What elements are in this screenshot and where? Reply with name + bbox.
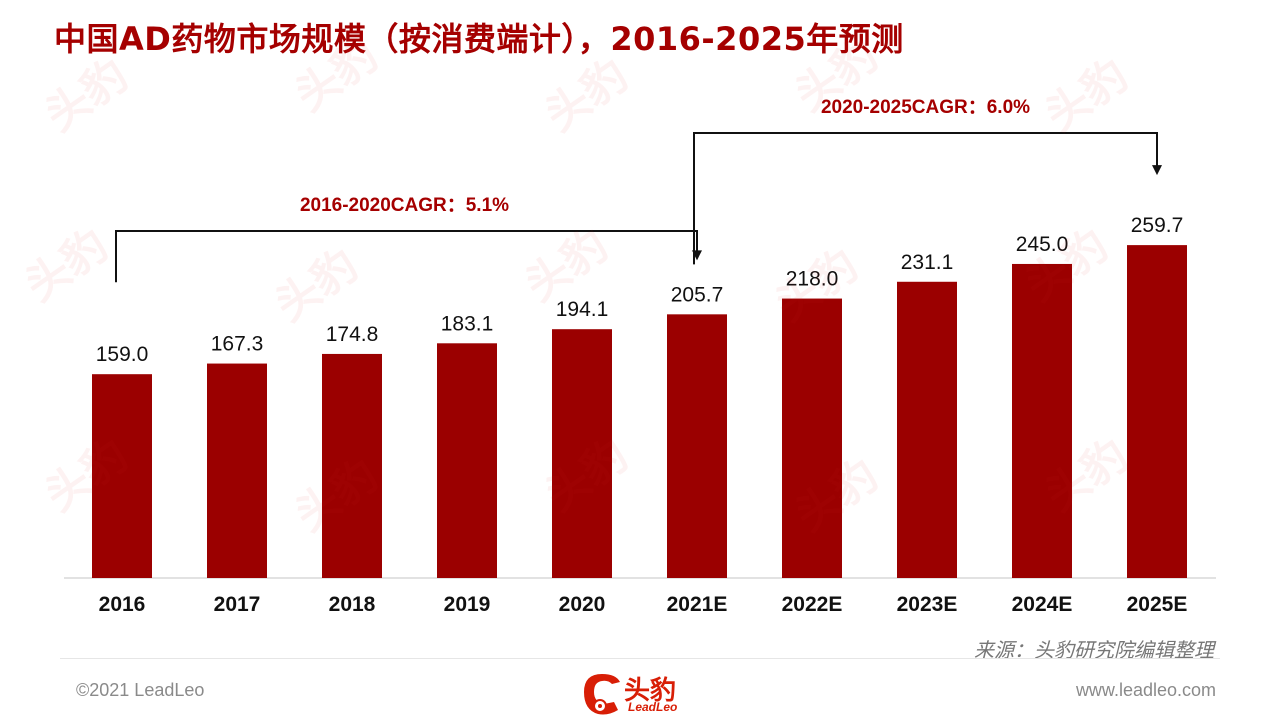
value-label-2019: 183.1 (441, 312, 494, 335)
value-label-2016: 159.0 (96, 343, 149, 366)
cagr-label-1: 2016-2020CAGR：5.1% (300, 195, 509, 216)
logo-text-cn: 头豹 (624, 676, 677, 706)
cagr-label-2: 2020-2025CAGR：6.0% (821, 97, 1030, 118)
bar-2019 (437, 343, 497, 578)
x-tick-2022E: 2022E (782, 593, 843, 616)
bar-2017 (207, 363, 267, 578)
footer-divider (60, 658, 1220, 659)
x-tick-2024E: 2024E (1012, 593, 1073, 616)
leadleo-logo: 头豹 LeadLeo (578, 666, 708, 720)
copyright-text: ©2021 LeadLeo (76, 680, 205, 700)
logo-text-en: LeadLeo (628, 700, 678, 714)
x-tick-group: 2016 2017 2018 2019 2020 2021E 2022E 2023E 2024E… (99, 593, 1188, 616)
bar-2024E (1012, 263, 1072, 578)
x-tick-2025E: 2025E (1127, 593, 1188, 616)
bar-chart: 159.0 167.3 174.8 183.1 194.1 205.7 218.0 231.1… (64, 97, 1216, 616)
value-label-2017: 167.3 (211, 333, 264, 356)
leopard-icon (584, 674, 620, 715)
value-label-2025E: 259.7 (1131, 214, 1184, 237)
value-label-2024E: 245.0 (1016, 233, 1069, 256)
value-label-2021E: 205.7 (671, 283, 724, 306)
bar-2016 (92, 374, 152, 578)
value-label-2020: 194.1 (556, 298, 609, 321)
bar-2020 (552, 329, 612, 578)
x-tick-2023E: 2023E (897, 593, 958, 616)
bar-group (92, 245, 1187, 578)
x-tick-2019: 2019 (444, 593, 491, 616)
cagr-annotation-group: 2016-2020CAGR：5.1% 2020-2025CAGR：6.0% (115, 97, 1162, 283)
bar-2022E (782, 298, 842, 578)
value-label-2023E: 231.1 (901, 251, 954, 274)
value-label-2022E: 218.0 (786, 268, 839, 291)
page-title: 中国AD药物市场规模（按消费端计），2016-2025年预测 (54, 20, 904, 58)
bar-2018 (322, 353, 382, 578)
x-tick-2016: 2016 (99, 593, 146, 616)
cagr-bracket-1 (115, 230, 698, 283)
website-link[interactable]: www.leadleo.com (1075, 680, 1216, 700)
value-label-2018: 174.8 (326, 323, 379, 346)
bar-2023E (897, 281, 957, 578)
bar-2021E (667, 314, 727, 578)
bar-2025E (1127, 245, 1187, 578)
x-tick-2018: 2018 (329, 593, 376, 616)
cagr-bracket-2 (693, 132, 1158, 265)
x-tick-2020: 2020 (559, 593, 606, 616)
value-label-group: 159.0 167.3 174.8 183.1 194.1 205.7 218.0 231.1… (96, 214, 1184, 366)
cagr-arrowhead-2 (1152, 165, 1162, 176)
x-tick-2017: 2017 (214, 593, 261, 616)
x-tick-2021E: 2021E (667, 593, 728, 616)
